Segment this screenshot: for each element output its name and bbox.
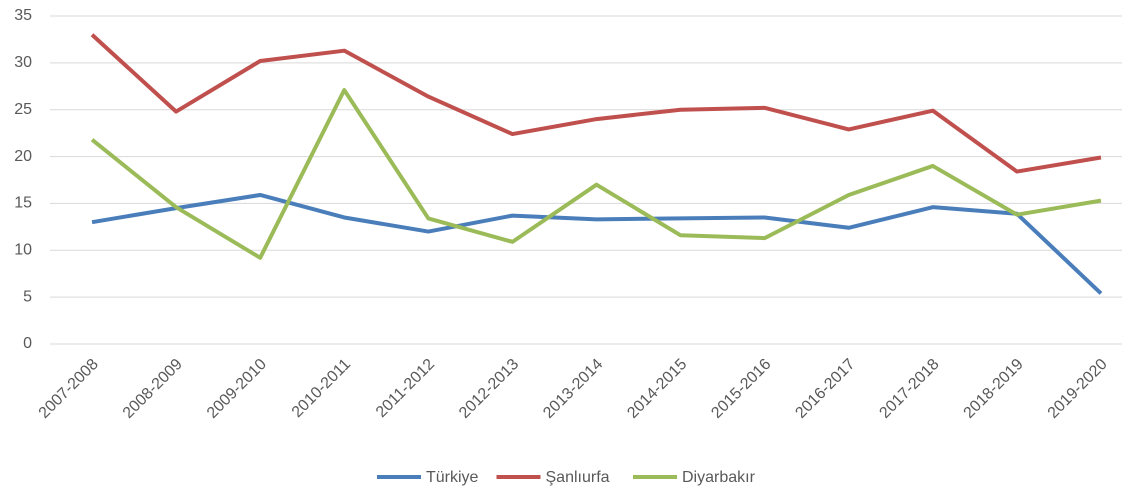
x-tick-label: 2017-2018 — [876, 356, 942, 422]
x-tick-label: 2015-2016 — [708, 356, 774, 422]
x-tick-label: 2010-2011 — [289, 356, 354, 421]
x-tick-label: 2007-2008 — [36, 356, 102, 422]
x-tick-label: 2019-2020 — [1045, 356, 1111, 422]
x-tick-label: 2013-2014 — [540, 356, 606, 422]
x-tick-label: 2014-2015 — [624, 356, 690, 422]
series-line — [90, 88, 1102, 260]
x-tick-label: 2009-2010 — [204, 356, 270, 422]
legend-label: Türkiye — [426, 469, 479, 486]
series-line — [90, 33, 1102, 174]
y-tick-label: 20 — [14, 148, 32, 165]
x-tick-label: 2012-2013 — [456, 356, 522, 422]
y-tick-label: 15 — [14, 195, 32, 212]
y-tick-label: 35 — [14, 7, 32, 24]
y-tick-label: 25 — [14, 101, 32, 118]
x-tick-label: 2008-2009 — [120, 356, 186, 422]
series-line — [91, 192, 1103, 295]
y-tick-label: 5 — [23, 288, 32, 305]
x-tick-label: 2016-2017 — [792, 356, 858, 422]
x-tick-label: 2011-2012 — [373, 356, 438, 421]
y-tick-label: 0 — [23, 335, 32, 352]
legend-label: Diyarbakır — [682, 469, 756, 486]
y-tick-label: 10 — [14, 242, 32, 259]
x-tick-label: 2018-2019 — [961, 356, 1027, 422]
y-tick-label: 30 — [14, 54, 32, 71]
legend-label: Şanlıurfa — [546, 469, 610, 486]
